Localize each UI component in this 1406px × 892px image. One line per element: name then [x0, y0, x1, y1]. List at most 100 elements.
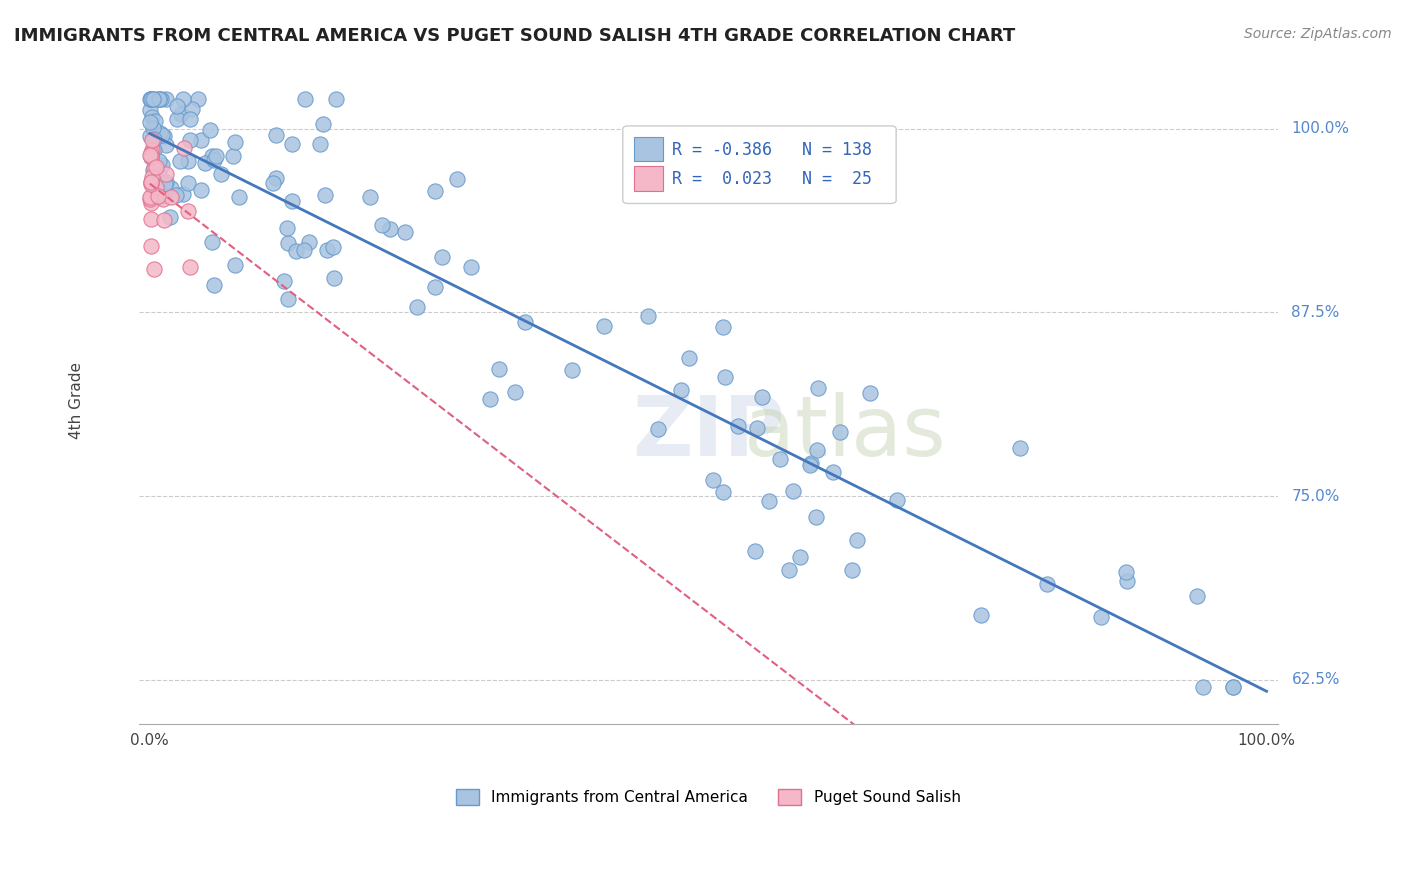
Point	[201, 149, 224, 163]
Point	[160, 190, 183, 204]
Point	[423, 184, 446, 198]
Point	[139, 211, 162, 226]
Point	[139, 174, 162, 188]
Point	[1192, 680, 1215, 694]
Point	[284, 244, 307, 259]
Point	[194, 156, 217, 170]
Text: R = -0.386   N = 138: R = -0.386 N = 138	[672, 141, 872, 159]
Point	[513, 315, 536, 329]
Point	[142, 120, 165, 135]
Point	[159, 181, 181, 195]
Point	[141, 175, 163, 189]
Point	[1222, 680, 1244, 694]
Point	[141, 133, 163, 147]
Point	[202, 153, 225, 167]
Point	[149, 93, 172, 107]
Point	[423, 280, 446, 294]
Point	[280, 194, 302, 208]
Point	[139, 148, 162, 162]
Point	[479, 392, 502, 406]
Point	[172, 93, 194, 107]
Text: 87.5%: 87.5%	[1292, 305, 1340, 320]
Point	[714, 370, 737, 384]
Point	[1116, 574, 1139, 589]
Point	[446, 172, 468, 186]
Point	[155, 175, 177, 189]
Point	[678, 351, 700, 366]
Point	[800, 456, 823, 470]
Point	[637, 309, 659, 323]
Point	[148, 93, 170, 107]
Point	[727, 419, 749, 434]
Point	[1036, 577, 1059, 591]
Point	[139, 115, 162, 129]
Point	[179, 260, 201, 275]
Point	[789, 550, 811, 565]
Point	[1008, 442, 1031, 456]
Point	[179, 112, 201, 126]
Text: R =  0.023   N =  25: R = 0.023 N = 25	[672, 169, 872, 188]
Bar	[634, 136, 662, 161]
Point	[159, 210, 181, 224]
Point	[360, 190, 382, 204]
Text: 100.0%: 100.0%	[1292, 121, 1350, 136]
Point	[149, 126, 172, 140]
Point	[224, 258, 246, 272]
Point	[280, 136, 302, 151]
Point	[148, 169, 170, 183]
Point	[152, 129, 174, 144]
Text: IMMIGRANTS FROM CENTRAL AMERICA VS PUGET SOUND SALISH 4TH GRADE CORRELATION CHAR: IMMIGRANTS FROM CENTRAL AMERICA VS PUGET…	[14, 27, 1015, 45]
Point	[460, 260, 482, 274]
Point	[139, 93, 162, 107]
Point	[322, 240, 344, 254]
Point	[264, 128, 287, 142]
Point	[148, 93, 170, 107]
Point	[177, 204, 200, 219]
Point	[751, 390, 773, 404]
Point	[155, 93, 177, 107]
Point	[139, 93, 162, 107]
Point	[155, 167, 177, 181]
Point	[561, 363, 583, 377]
Point	[141, 169, 163, 184]
Text: 62.5%: 62.5%	[1292, 673, 1340, 687]
Point	[142, 93, 165, 107]
Point	[262, 177, 284, 191]
Point	[371, 219, 394, 233]
Point	[804, 510, 827, 524]
Point	[394, 225, 416, 239]
Point	[141, 93, 163, 107]
Point	[222, 149, 245, 163]
Point	[146, 174, 169, 188]
Legend: Immigrants from Central America, Puget Sound Salish: Immigrants from Central America, Puget S…	[450, 783, 967, 812]
Point	[592, 319, 614, 334]
Point	[264, 171, 287, 186]
Point	[173, 141, 195, 155]
Point	[711, 484, 734, 499]
Point	[139, 150, 162, 164]
Point	[886, 493, 908, 508]
Point	[488, 362, 510, 376]
Point	[181, 103, 204, 117]
Point	[202, 278, 225, 293]
Point	[769, 451, 792, 466]
Point	[142, 143, 165, 157]
Point	[315, 244, 337, 258]
Point	[145, 179, 167, 194]
Point	[744, 544, 766, 558]
Point	[308, 137, 330, 152]
Point	[190, 133, 212, 147]
Point	[745, 421, 768, 435]
Point	[145, 160, 167, 174]
Point	[669, 384, 692, 398]
Point	[711, 319, 734, 334]
Point	[142, 161, 165, 175]
Point	[153, 212, 176, 227]
Point	[1185, 589, 1208, 603]
Point	[1115, 565, 1137, 579]
Point	[143, 113, 166, 128]
Point	[647, 422, 669, 436]
Point	[323, 270, 346, 285]
Point	[823, 466, 845, 480]
Point	[177, 176, 200, 190]
